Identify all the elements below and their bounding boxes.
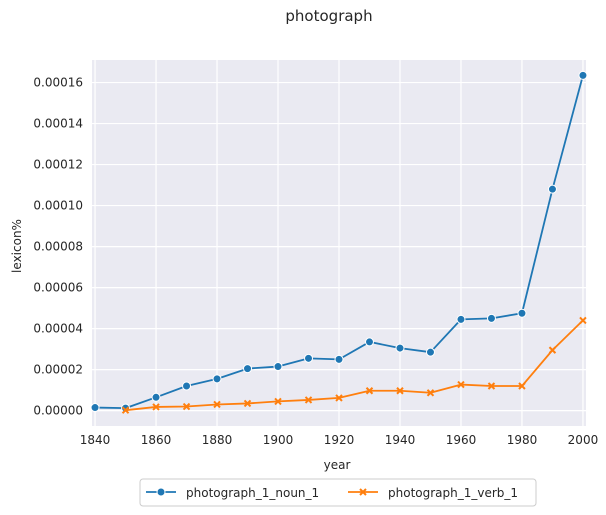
data-point (152, 403, 160, 411)
data-point (182, 402, 191, 411)
data-point (457, 380, 465, 389)
x-tick-label: 1860 (141, 433, 172, 447)
data-point (274, 397, 282, 406)
legend-marker (156, 487, 166, 497)
y-tick-label: 0.00014 (33, 117, 83, 131)
x-tick-label: 2000 (568, 433, 599, 447)
data-point (90, 403, 100, 413)
legend-item: photograph_1_noun_1 (146, 486, 319, 500)
data-point (456, 314, 466, 324)
x-tick-label: 1940 (385, 433, 416, 447)
y-tick-label: 0.00004 (33, 322, 83, 336)
data-point (579, 316, 587, 325)
data-point (548, 346, 557, 354)
y-axis-label: lexicon% (10, 219, 24, 273)
data-point (151, 392, 161, 402)
x-axis-label: year (324, 458, 351, 472)
legend-label: photograph_1_noun_1 (186, 486, 319, 500)
legend-frame (139, 478, 537, 507)
y-tick-label: 0.00000 (33, 404, 83, 418)
y-axis-ticks: 0.00000 0.00002 0.00004 0.00006 0.00008 0.000… (33, 76, 83, 418)
series-photograph_1_noun_1 (90, 70, 588, 413)
x-tick-label: 1840 (80, 433, 111, 447)
y-tick-label: 0.00008 (33, 240, 83, 254)
series-line (125, 319, 584, 412)
x-tick-label: 1900 (263, 433, 294, 447)
data-point (121, 406, 130, 414)
data-point (213, 400, 221, 409)
data-point (395, 343, 405, 353)
legend: photograph_1_noun_1 photograph_1_verb_1 (139, 478, 537, 507)
y-tick-label: 0.00016 (33, 76, 83, 90)
legend-item: photograph_1_verb_1 (348, 486, 518, 500)
data-point (396, 387, 404, 395)
legend-marker (359, 488, 367, 496)
x-tick-label: 1880 (202, 433, 233, 447)
legend-label: photograph_1_verb_1 (388, 486, 518, 500)
data-point (335, 394, 343, 402)
y-tick-label: 0.00010 (33, 199, 83, 213)
y-tick-label: 0.00006 (33, 281, 83, 295)
data-point (518, 382, 526, 390)
y-tick-label: 0.00012 (33, 158, 83, 172)
y-tick-label: 0.00002 (33, 363, 83, 377)
data-point (243, 364, 253, 374)
data-point (304, 353, 314, 363)
data-point (547, 184, 557, 194)
x-tick-label: 1920 (324, 433, 355, 447)
data-point (425, 347, 435, 357)
chart-title: photograph (285, 7, 372, 25)
data-point (304, 396, 313, 404)
data-point (487, 382, 496, 390)
data-point (243, 399, 252, 408)
series-layer (90, 70, 588, 414)
grid-lines (92, 60, 586, 426)
data-point (426, 389, 435, 397)
data-point (212, 374, 222, 384)
x-axis-ticks: 1840 1860 1880 1900 1920 1940 1960 1980 2000 (80, 433, 598, 447)
series-photograph_1_verb_1 (121, 316, 587, 414)
data-point (182, 381, 192, 391)
data-point (364, 337, 374, 347)
data-point (578, 70, 588, 80)
data-point (486, 313, 496, 323)
x-tick-label: 1960 (446, 433, 477, 447)
data-point (365, 387, 374, 395)
data-point (517, 308, 527, 318)
x-tick-label: 1980 (507, 433, 538, 447)
data-point (273, 362, 283, 372)
data-point (334, 354, 344, 364)
